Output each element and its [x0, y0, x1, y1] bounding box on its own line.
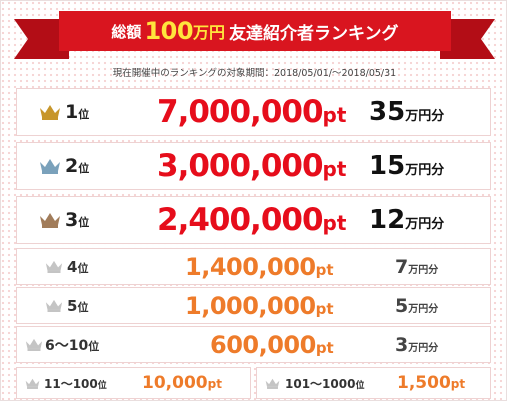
gray-crown-icon [25, 378, 40, 389]
points-value: 2,400,000pt [157, 202, 347, 238]
ribbon-right-tail [440, 19, 495, 59]
gold-crown-icon [40, 105, 60, 120]
points-value: 3,000,000pt [157, 148, 347, 184]
gray-crown-icon [45, 299, 63, 312]
prize-value: 12万円分 [369, 205, 445, 235]
rank-label: 101～1000位 [285, 376, 365, 391]
points-value: 1,400,000pt [185, 252, 334, 281]
ranking-row-101-1000: 101～1000位 1,500pt [256, 367, 491, 399]
ranking-row-5: 5位 1,000,000pt 5万円分 [16, 287, 491, 324]
ribbon-left-tail [14, 19, 69, 59]
rank-label: 6～10位 [45, 337, 100, 354]
ranking-row-2: 2位 3,000,000pt 15万円分 [16, 142, 491, 190]
banner-unit: 万円 [193, 23, 226, 42]
rank-label: 5位 [67, 296, 89, 315]
silver-crown-icon [40, 159, 60, 174]
rank-label: 3位 [65, 209, 90, 231]
rank-label: 2位 [65, 155, 90, 177]
bronze-crown-icon [40, 213, 60, 228]
prize-value: 35万円分 [369, 97, 445, 127]
prize-value: 5万円分 [395, 294, 439, 317]
rank-label: 4位 [67, 257, 89, 276]
prize-value: 15万円分 [369, 151, 445, 181]
points-value: 1,500pt [397, 373, 466, 393]
banner-title: 友達紹介者ランキング [229, 23, 399, 44]
gray-crown-icon [45, 260, 63, 273]
gray-crown-icon [25, 338, 43, 351]
points-value: 600,000pt [210, 330, 334, 359]
ranking-row-1: 1位 7,000,000pt 35万円分 [16, 88, 491, 136]
gray-crown-icon [265, 378, 280, 389]
rank-label: 11～100位 [44, 376, 107, 391]
banner-amount: 100 [144, 17, 194, 45]
title-banner: 総額 100 万円 友達紹介者ランキング [59, 11, 451, 51]
points-value: 7,000,000pt [157, 94, 347, 130]
prize-value: 3万円分 [395, 333, 439, 356]
rank-label: 1位 [65, 101, 90, 123]
ranking-period: 現在開催中のランキングの対象期間：2018/05/01/～2018/05/31 [112, 68, 397, 79]
ranking-row-11-100: 11～100位 10,000pt [16, 367, 251, 399]
points-value: 10,000pt [142, 373, 222, 393]
prize-value: 7万円分 [395, 255, 439, 278]
ranking-row-6-10: 6～10位 600,000pt 3万円分 [16, 326, 491, 363]
ranking-row-4: 4位 1,400,000pt 7万円分 [16, 248, 491, 285]
ranking-row-3: 3位 2,400,000pt 12万円分 [16, 196, 491, 244]
points-value: 1,000,000pt [185, 291, 334, 320]
banner-prefix: 総額 [111, 22, 142, 41]
